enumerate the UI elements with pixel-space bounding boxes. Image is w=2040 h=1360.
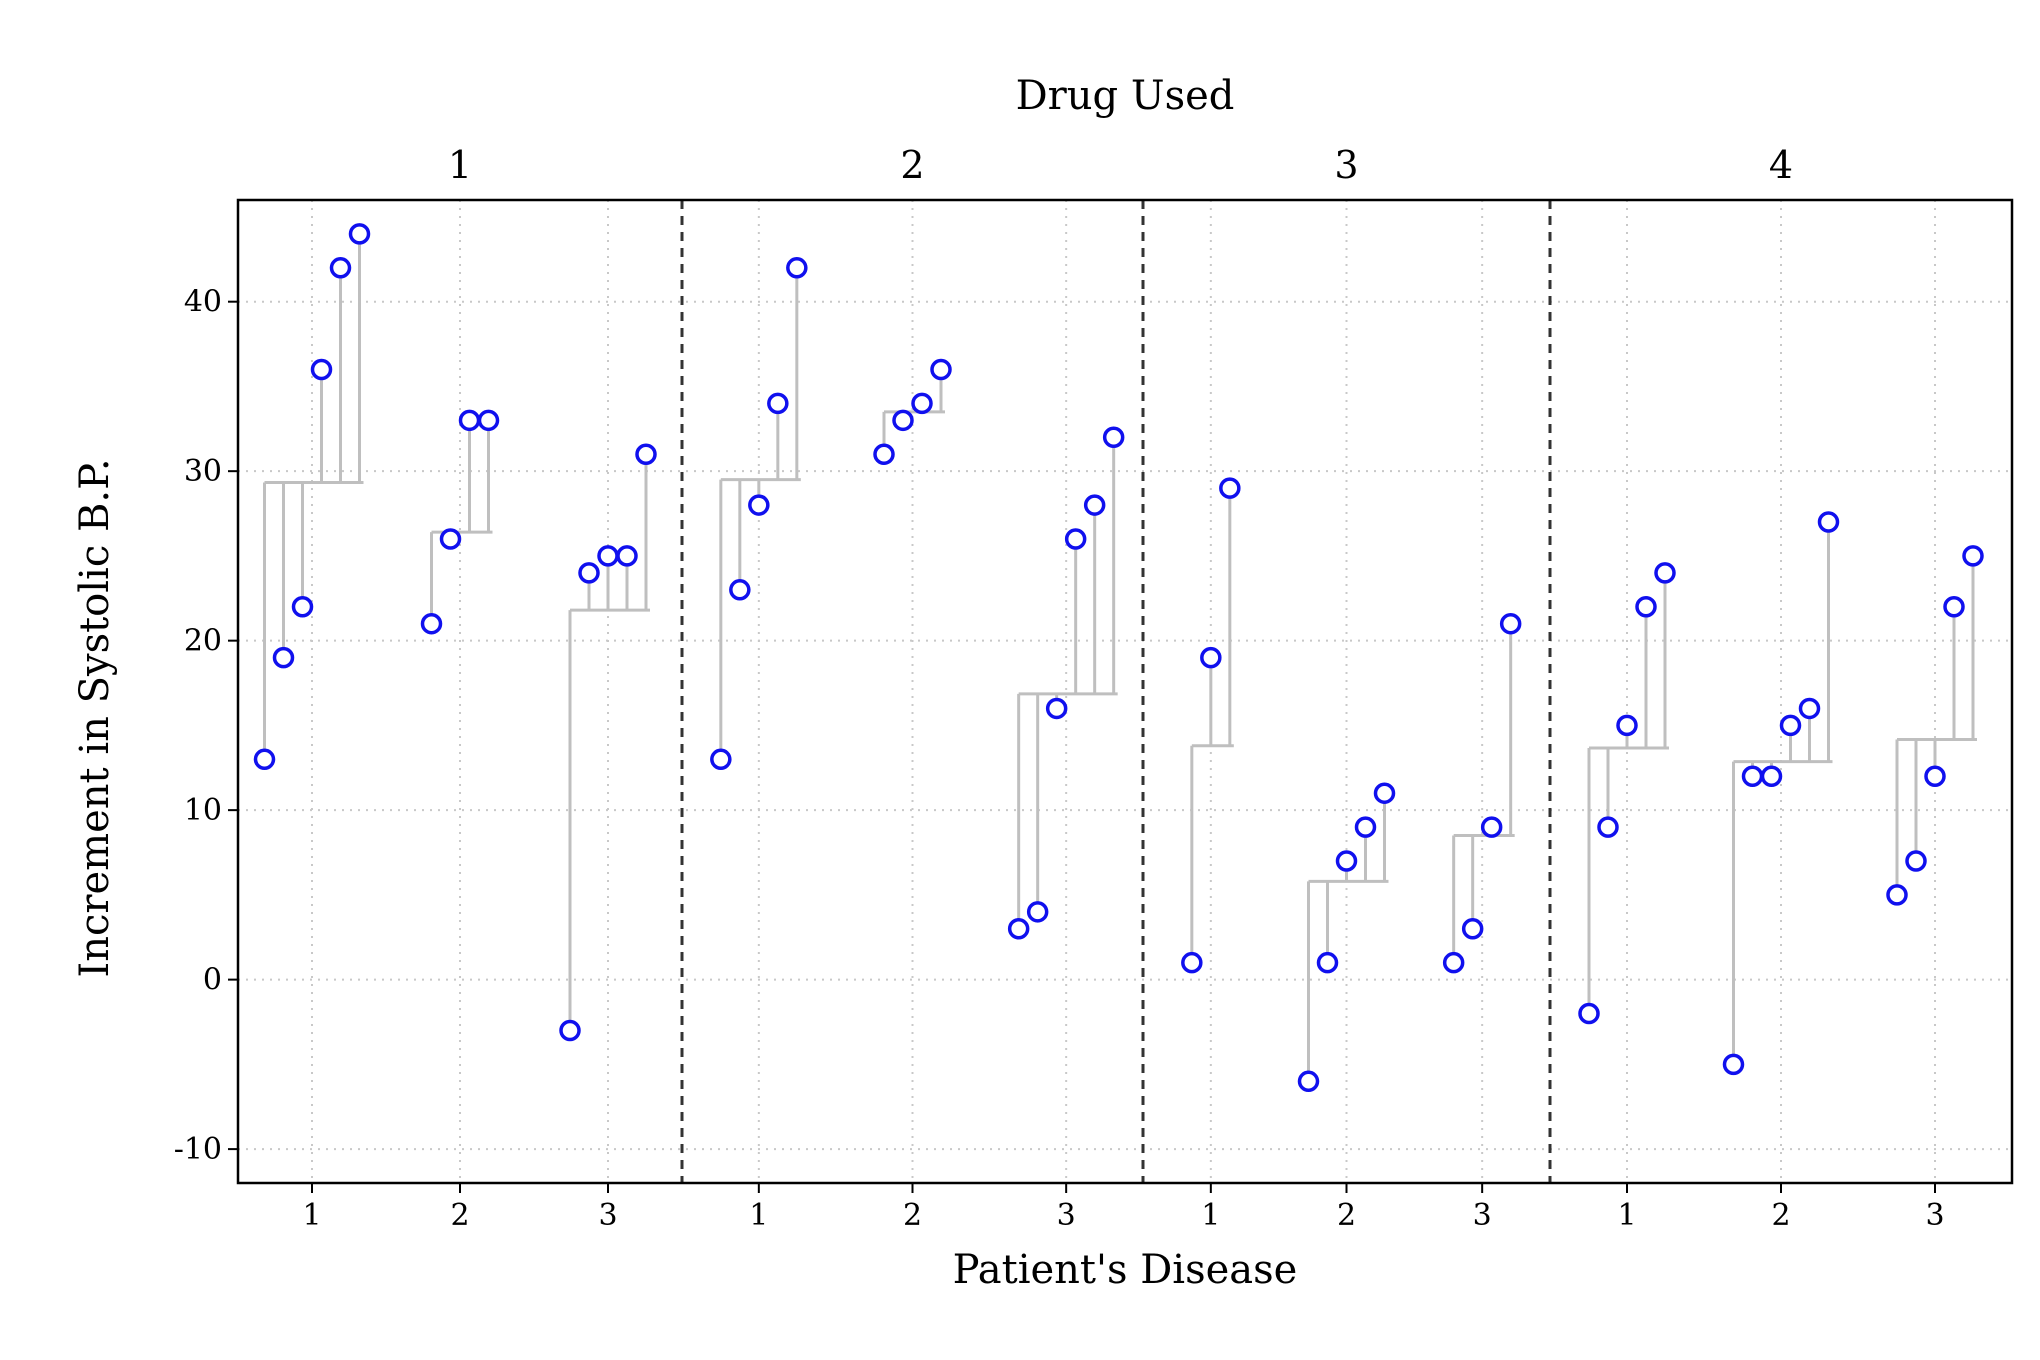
plot-frame <box>236 198 2014 1185</box>
data-point <box>1924 765 1946 787</box>
panel-separators <box>680 200 1552 1183</box>
data-point <box>1886 884 1908 906</box>
y-tick-label: 20 <box>184 624 222 659</box>
data-point <box>578 562 600 584</box>
data-point <box>729 579 751 601</box>
data-point <box>1316 951 1339 974</box>
tick-labels: -10 0 10 20 30 40 1 1 2 3 2 1 2 3 3 1 2 3 4 1 2 3 <box>174 143 1945 1233</box>
data-point <box>253 748 276 771</box>
y-tick-label: 30 <box>184 454 222 489</box>
data-point <box>1335 850 1358 872</box>
data-point <box>1943 596 1965 618</box>
data-point <box>1102 426 1125 449</box>
data-point <box>1026 901 1049 923</box>
x-tick-label: 2 <box>1337 1198 1356 1233</box>
x-tick-label: 2 <box>1771 1198 1790 1233</box>
data-point <box>1798 697 1821 720</box>
data-point <box>1616 714 1638 737</box>
data-point <box>710 748 732 771</box>
x-tick-label: 2 <box>450 1198 469 1233</box>
data-point <box>1654 562 1676 584</box>
data-point <box>635 443 657 465</box>
x-tick-label: 2 <box>903 1198 922 1233</box>
panel-label: 2 <box>900 143 924 187</box>
data-point <box>291 596 314 618</box>
x-tick-label: 3 <box>1925 1198 1944 1233</box>
data-point <box>892 409 914 432</box>
data-point <box>1962 545 1984 567</box>
data-point <box>1461 918 1484 940</box>
data-point <box>1219 477 1241 499</box>
x-tick-label: 3 <box>1473 1198 1492 1233</box>
data-point <box>1722 1053 1745 1076</box>
data-point <box>767 392 789 415</box>
data-point <box>348 223 371 245</box>
panel-label: 4 <box>1769 143 1793 187</box>
data-point <box>420 612 443 635</box>
x-tick-label: 1 <box>1617 1198 1636 1233</box>
y-tick-label: 10 <box>184 793 222 828</box>
data-point <box>1007 918 1030 940</box>
data-point <box>1760 765 1783 787</box>
data-point <box>1200 646 1222 669</box>
data-point <box>1635 596 1657 618</box>
x-tick-label: 1 <box>302 1198 321 1233</box>
data-point <box>616 545 638 567</box>
data-point <box>1480 816 1503 838</box>
x-axis-label: Patient's Disease <box>953 1247 1298 1293</box>
y-tick-label: -10 <box>174 1132 222 1167</box>
data-point <box>310 358 333 381</box>
panel-label: 1 <box>448 143 472 187</box>
data-point <box>1045 697 1068 720</box>
panel-label: 3 <box>1334 143 1358 187</box>
x-tick-label: 3 <box>598 1198 617 1233</box>
y-tick-label: 40 <box>184 285 222 320</box>
data-point <box>1779 714 1802 737</box>
data-point <box>458 409 481 432</box>
data-point <box>1083 494 1106 516</box>
data-point <box>930 358 952 381</box>
data-point <box>1064 528 1087 550</box>
data-point <box>329 257 352 279</box>
data-points <box>253 223 1984 1093</box>
x-tick-label: 1 <box>749 1198 768 1233</box>
data-point <box>786 257 808 279</box>
data-point <box>559 1019 581 1042</box>
data-point <box>1442 951 1465 974</box>
data-point <box>911 392 933 415</box>
data-point <box>1354 816 1377 838</box>
data-point <box>1181 951 1203 974</box>
data-point <box>1741 765 1764 787</box>
data-point <box>1597 816 1619 838</box>
data-point <box>597 545 619 567</box>
data-point <box>1578 1002 1600 1025</box>
chart-title: Drug Used <box>1016 73 1235 119</box>
stems <box>263 233 1977 1082</box>
data-point <box>272 646 295 669</box>
y-axis-label: Increment in Systolic B.P. <box>72 458 118 977</box>
y-tick-label: 0 <box>203 963 222 998</box>
data-point <box>748 494 770 516</box>
x-tick-label: 1 <box>1201 1198 1220 1233</box>
data-point <box>439 528 462 550</box>
data-point <box>1297 1070 1320 1093</box>
data-point <box>1905 850 1927 872</box>
x-tick-label: 3 <box>1057 1198 1076 1233</box>
grid <box>238 200 2012 1183</box>
data-point <box>1499 612 1522 635</box>
data-point <box>1817 511 1840 533</box>
data-point <box>1373 782 1396 804</box>
data-point <box>477 409 500 432</box>
data-point <box>873 443 895 465</box>
